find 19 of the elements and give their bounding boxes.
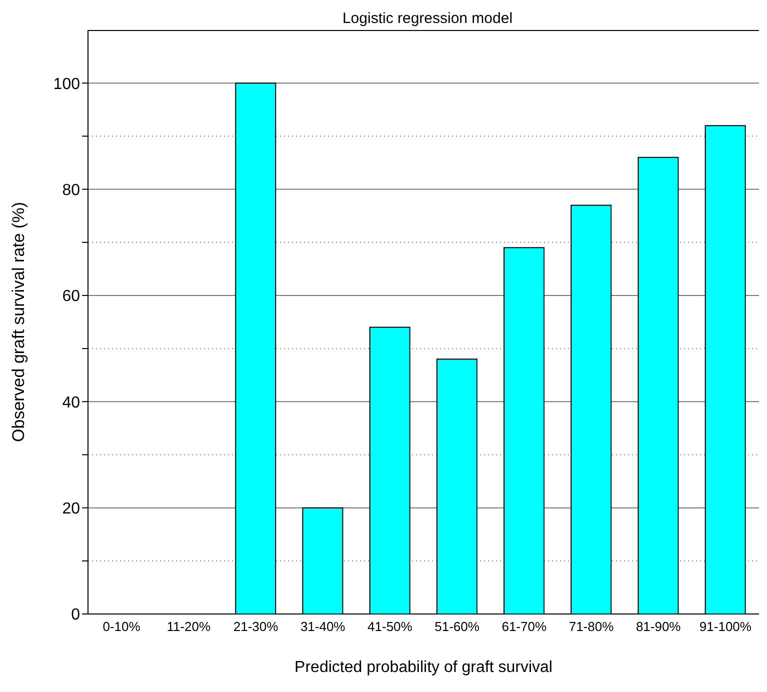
y-tick-label: 0 <box>71 606 80 624</box>
x-tick-label: 31-40% <box>300 619 346 634</box>
x-tick-label: 21-30% <box>233 619 279 634</box>
y-tick-label: 20 <box>62 500 80 518</box>
x-tick-label: 0-10% <box>102 619 141 634</box>
x-tick-label: 11-20% <box>166 619 212 634</box>
y-tick-label: 60 <box>62 288 80 306</box>
y-tick-label: 40 <box>62 394 80 412</box>
y-tick-label: 80 <box>62 182 80 199</box>
chart-title: Logistic regression model <box>341 10 514 27</box>
x-tick-label: 61-70% <box>502 619 547 634</box>
x-tick-label: 81-90% <box>636 619 682 634</box>
y-tick-label: 100 <box>53 76 80 93</box>
x-tick-label: 71-80% <box>568 619 614 634</box>
x-tick-label: 51-60% <box>434 619 480 634</box>
x-tick-label: 41-50% <box>368 619 413 634</box>
x-axis-title: Predicted probability of graft survival <box>294 659 552 676</box>
x-tick-label: 91-100% <box>699 619 752 634</box>
y-axis-title: Observed graft survival rate (%) <box>9 202 28 442</box>
